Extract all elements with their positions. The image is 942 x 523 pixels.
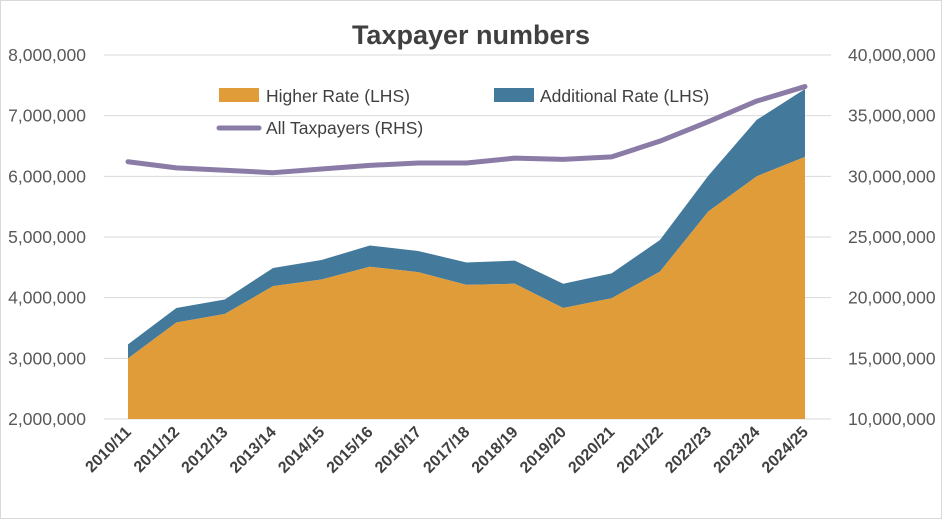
stacked-areas <box>128 88 805 420</box>
left-axis-tick-label: 2,000,000 <box>8 409 86 429</box>
x-axis-tick-label: 2019/20 <box>517 424 570 477</box>
legend-swatch-higher-rate <box>219 88 259 102</box>
legend-label-higher-rate: Higher Rate (LHS) <box>266 86 410 106</box>
left-axis-tick-label: 7,000,000 <box>8 106 86 126</box>
x-axis-tick-label: 2024/25 <box>759 424 812 477</box>
right-axis-tick-label: 20,000,000 <box>848 288 936 308</box>
right-axis-tick-label: 10,000,000 <box>848 409 936 429</box>
x-axis-tick-label: 2014/15 <box>275 424 328 477</box>
right-axis-tick-label: 40,000,000 <box>848 45 936 65</box>
x-axis-tick-label: 2021/22 <box>614 424 667 477</box>
right-axis-tick-label: 35,000,000 <box>848 106 936 126</box>
chart-title: Taxpayer numbers <box>352 20 590 50</box>
left-axis-tick-label: 5,000,000 <box>8 227 86 247</box>
line-all-taxpayers <box>125 84 808 176</box>
x-axis-tick-label: 2020/21 <box>565 424 618 477</box>
area-higher-rate <box>128 156 805 420</box>
left-axis-tick-label: 3,000,000 <box>8 348 86 368</box>
left-axis-ticks: 2,000,000 3,000,000 4,000,000 5,000,000 6,00… <box>8 45 86 429</box>
x-axis-tick-label: 2016/17 <box>372 424 425 477</box>
right-axis-tick-label: 15,000,000 <box>848 348 936 368</box>
x-axis-tick-label: 2022/23 <box>662 424 715 477</box>
right-axis-tick-label: 30,000,000 <box>848 166 936 186</box>
x-axis-tick-label: 2011/12 <box>131 424 183 476</box>
legend-swatch-additional-rate <box>494 88 534 102</box>
legend-label-all-taxpayers: All Taxpayers (RHS) <box>266 118 423 138</box>
right-axis-ticks: 10,000,000 15,000,000 20,000,000 25,000,000… <box>848 45 936 429</box>
line-series <box>125 84 808 176</box>
x-axis-tick-label: 2015/16 <box>324 424 377 477</box>
left-axis-tick-label: 6,000,000 <box>8 166 86 186</box>
legend: Higher Rate (LHS) Additional Rate (LHS) … <box>216 86 709 138</box>
x-axis-ticks: 2010/112011/122012/132013/142014/152015/… <box>83 424 812 477</box>
left-axis-tick-label: 8,000,000 <box>8 45 86 65</box>
x-axis-tick-label: 2013/14 <box>227 424 280 477</box>
x-axis-tick-label: 2023/24 <box>711 424 764 477</box>
x-axis-tick-label: 2010/11 <box>83 424 135 476</box>
right-axis-tick-label: 25,000,000 <box>848 227 936 247</box>
x-axis-tick-label: 2018/19 <box>469 424 522 477</box>
legend-label-additional-rate: Additional Rate (LHS) <box>540 86 709 106</box>
x-axis-tick-label: 2012/13 <box>179 424 232 477</box>
x-axis-tick-label: 2017/18 <box>420 424 473 477</box>
left-axis-tick-label: 4,000,000 <box>8 288 86 308</box>
